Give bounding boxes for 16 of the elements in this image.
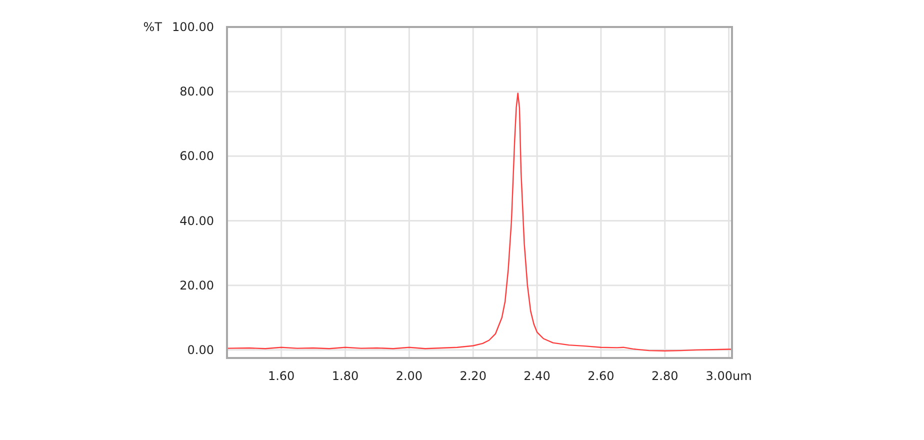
x-tick-label: 2.60 — [588, 369, 614, 383]
line-series — [226, 92, 733, 352]
x-tick-label: 1.80 — [332, 369, 359, 383]
y-tick-label: 80.00 — [180, 84, 214, 99]
y-tick-label: 20.00 — [180, 278, 214, 292]
y-tick-label: 0.00 — [187, 342, 214, 357]
x-tick-label: 2.40 — [524, 369, 550, 383]
y-tick-label: 100.00 — [172, 20, 214, 34]
y-axis-title: %T — [143, 20, 163, 34]
y-tick-label: 40.00 — [180, 214, 214, 228]
x-tick-label: 2.00 — [396, 369, 423, 383]
x-tick-label: 3.00um — [706, 369, 752, 383]
y-tick-label: 60.00 — [180, 149, 214, 164]
x-tick-label: 2.80 — [652, 369, 678, 383]
x-tick-label: 2.20 — [460, 369, 486, 383]
x-tick-label: 1.60 — [268, 369, 295, 383]
